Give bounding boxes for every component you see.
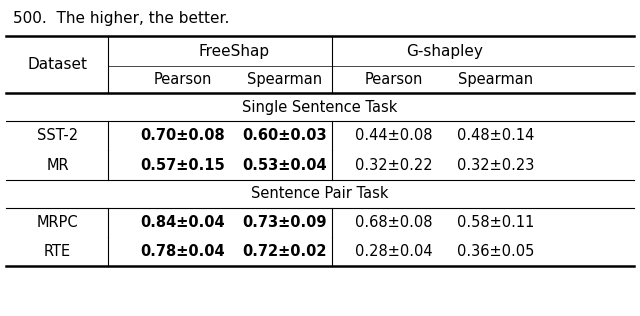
Text: G-shapley: G-shapley [406, 44, 483, 59]
Text: 0.58±0.11: 0.58±0.11 [458, 215, 534, 230]
Text: Spearman: Spearman [247, 72, 323, 87]
Text: 0.32±0.22: 0.32±0.22 [355, 158, 433, 173]
Text: MRPC: MRPC [36, 215, 79, 230]
Text: SST-2: SST-2 [37, 128, 78, 143]
Text: 0.78±0.04: 0.78±0.04 [140, 244, 225, 259]
Text: Spearman: Spearman [458, 72, 534, 87]
Text: 0.44±0.08: 0.44±0.08 [355, 128, 433, 143]
Text: 0.70±0.08: 0.70±0.08 [140, 128, 225, 143]
Text: Pearson: Pearson [153, 72, 212, 87]
Text: Single Sentence Task: Single Sentence Task [243, 100, 397, 115]
Text: Dataset: Dataset [28, 57, 88, 72]
Text: 0.32±0.23: 0.32±0.23 [458, 158, 534, 173]
Text: 0.36±0.05: 0.36±0.05 [458, 244, 534, 259]
Text: 0.53±0.04: 0.53±0.04 [243, 158, 327, 173]
Text: FreeShap: FreeShap [198, 44, 269, 59]
Text: 0.57±0.15: 0.57±0.15 [140, 158, 225, 173]
Text: 500.  The higher, the better.: 500. The higher, the better. [13, 11, 229, 26]
Text: 0.28±0.04: 0.28±0.04 [355, 244, 433, 259]
Text: 0.73±0.09: 0.73±0.09 [243, 215, 327, 230]
Text: Pearson: Pearson [364, 72, 423, 87]
Text: 0.60±0.03: 0.60±0.03 [243, 128, 327, 143]
Text: 0.72±0.02: 0.72±0.02 [243, 244, 327, 259]
Text: 0.48±0.14: 0.48±0.14 [458, 128, 534, 143]
Text: 0.84±0.04: 0.84±0.04 [140, 215, 225, 230]
Text: 0.68±0.08: 0.68±0.08 [355, 215, 433, 230]
Text: Sentence Pair Task: Sentence Pair Task [252, 186, 388, 201]
Text: MR: MR [46, 158, 69, 173]
Text: RTE: RTE [44, 244, 71, 259]
